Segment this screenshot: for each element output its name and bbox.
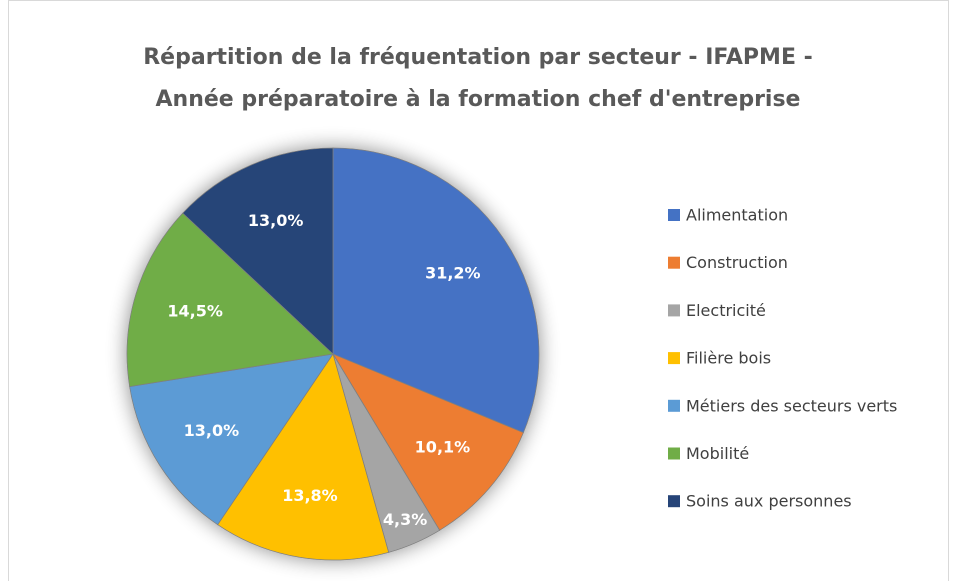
data-label: 13,0% xyxy=(184,421,240,440)
data-label: 14,5% xyxy=(167,301,223,320)
legend-swatch xyxy=(668,256,680,269)
data-label: 4,3% xyxy=(383,510,427,529)
pie xyxy=(126,147,540,561)
data-label: 13,0% xyxy=(248,211,304,230)
legend-label: Filière bois xyxy=(686,349,771,368)
pie-slice xyxy=(332,353,524,531)
chart-title: Répartition de la fréquentation par sect… xyxy=(143,45,813,70)
pie-slice xyxy=(126,212,334,388)
legend-swatch xyxy=(668,209,680,221)
pie-slice xyxy=(129,353,334,526)
chart-title: Année préparatoire à la formation chef d… xyxy=(156,87,801,112)
legend-swatch xyxy=(668,495,680,508)
data-label: 31,2% xyxy=(425,263,481,282)
legend-swatch xyxy=(668,352,680,365)
legend-label: Alimentation xyxy=(686,206,788,225)
data-label: 13,8% xyxy=(282,486,338,505)
pie-slice xyxy=(217,353,390,561)
pie-slice xyxy=(182,147,334,355)
legend-label: Métiers des secteurs verts xyxy=(686,396,897,415)
pie-slice xyxy=(332,147,540,434)
legend-label: Electricité xyxy=(686,301,766,320)
legend-label: Construction xyxy=(686,253,788,272)
legend-swatch xyxy=(668,447,680,460)
data-label: 10,1% xyxy=(415,437,471,456)
legend-label: Mobilité xyxy=(686,444,749,463)
legend-swatch xyxy=(668,304,680,317)
legend-label: Soins aux personnes xyxy=(686,492,852,511)
legend-swatch xyxy=(668,399,680,412)
